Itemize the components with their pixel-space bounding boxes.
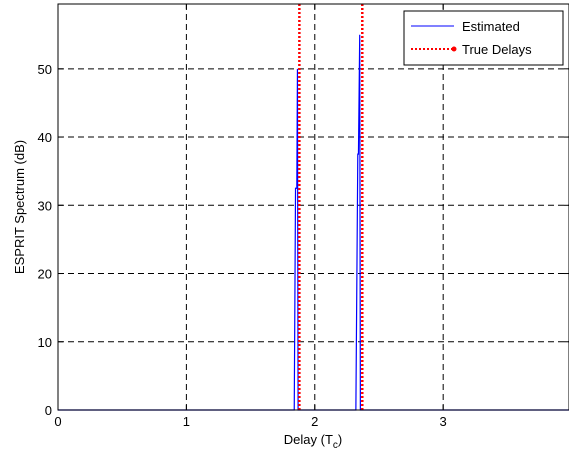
- plot-frame: [57, 3, 569, 411]
- x-tick-label: 3: [440, 414, 447, 429]
- y-tick-label: 40: [38, 130, 52, 145]
- y-tick-label: 10: [38, 335, 52, 350]
- ticks: [57, 4, 569, 411]
- legend: Estimated True Delays: [403, 10, 564, 66]
- x-axis-label-main: Delay (T: [284, 432, 333, 447]
- y-axis-label: ESPRIT Spectrum (dB): [12, 140, 27, 274]
- legend-box: [403, 10, 564, 66]
- x-axis-label: Delay (Tc): [284, 432, 342, 451]
- x-axis-label-end: ): [338, 432, 342, 447]
- x-tick-label: 2: [311, 414, 318, 429]
- plot-area: [58, 4, 569, 410]
- y-tick-label: 0: [45, 403, 52, 418]
- legend-label-true-delays: True Delays: [462, 42, 532, 57]
- y-tick-label: 20: [38, 267, 52, 282]
- grid: [58, 4, 569, 410]
- y-tick-label: 50: [38, 62, 52, 77]
- x-tick-label: 1: [183, 414, 190, 429]
- legend-marker-true-delays: [451, 46, 457, 52]
- x-tick-label: 0: [54, 414, 61, 429]
- y-tick-label: 30: [38, 198, 52, 213]
- x-axis-label-sub: c: [333, 440, 338, 451]
- legend-label-estimated: Estimated: [462, 19, 520, 34]
